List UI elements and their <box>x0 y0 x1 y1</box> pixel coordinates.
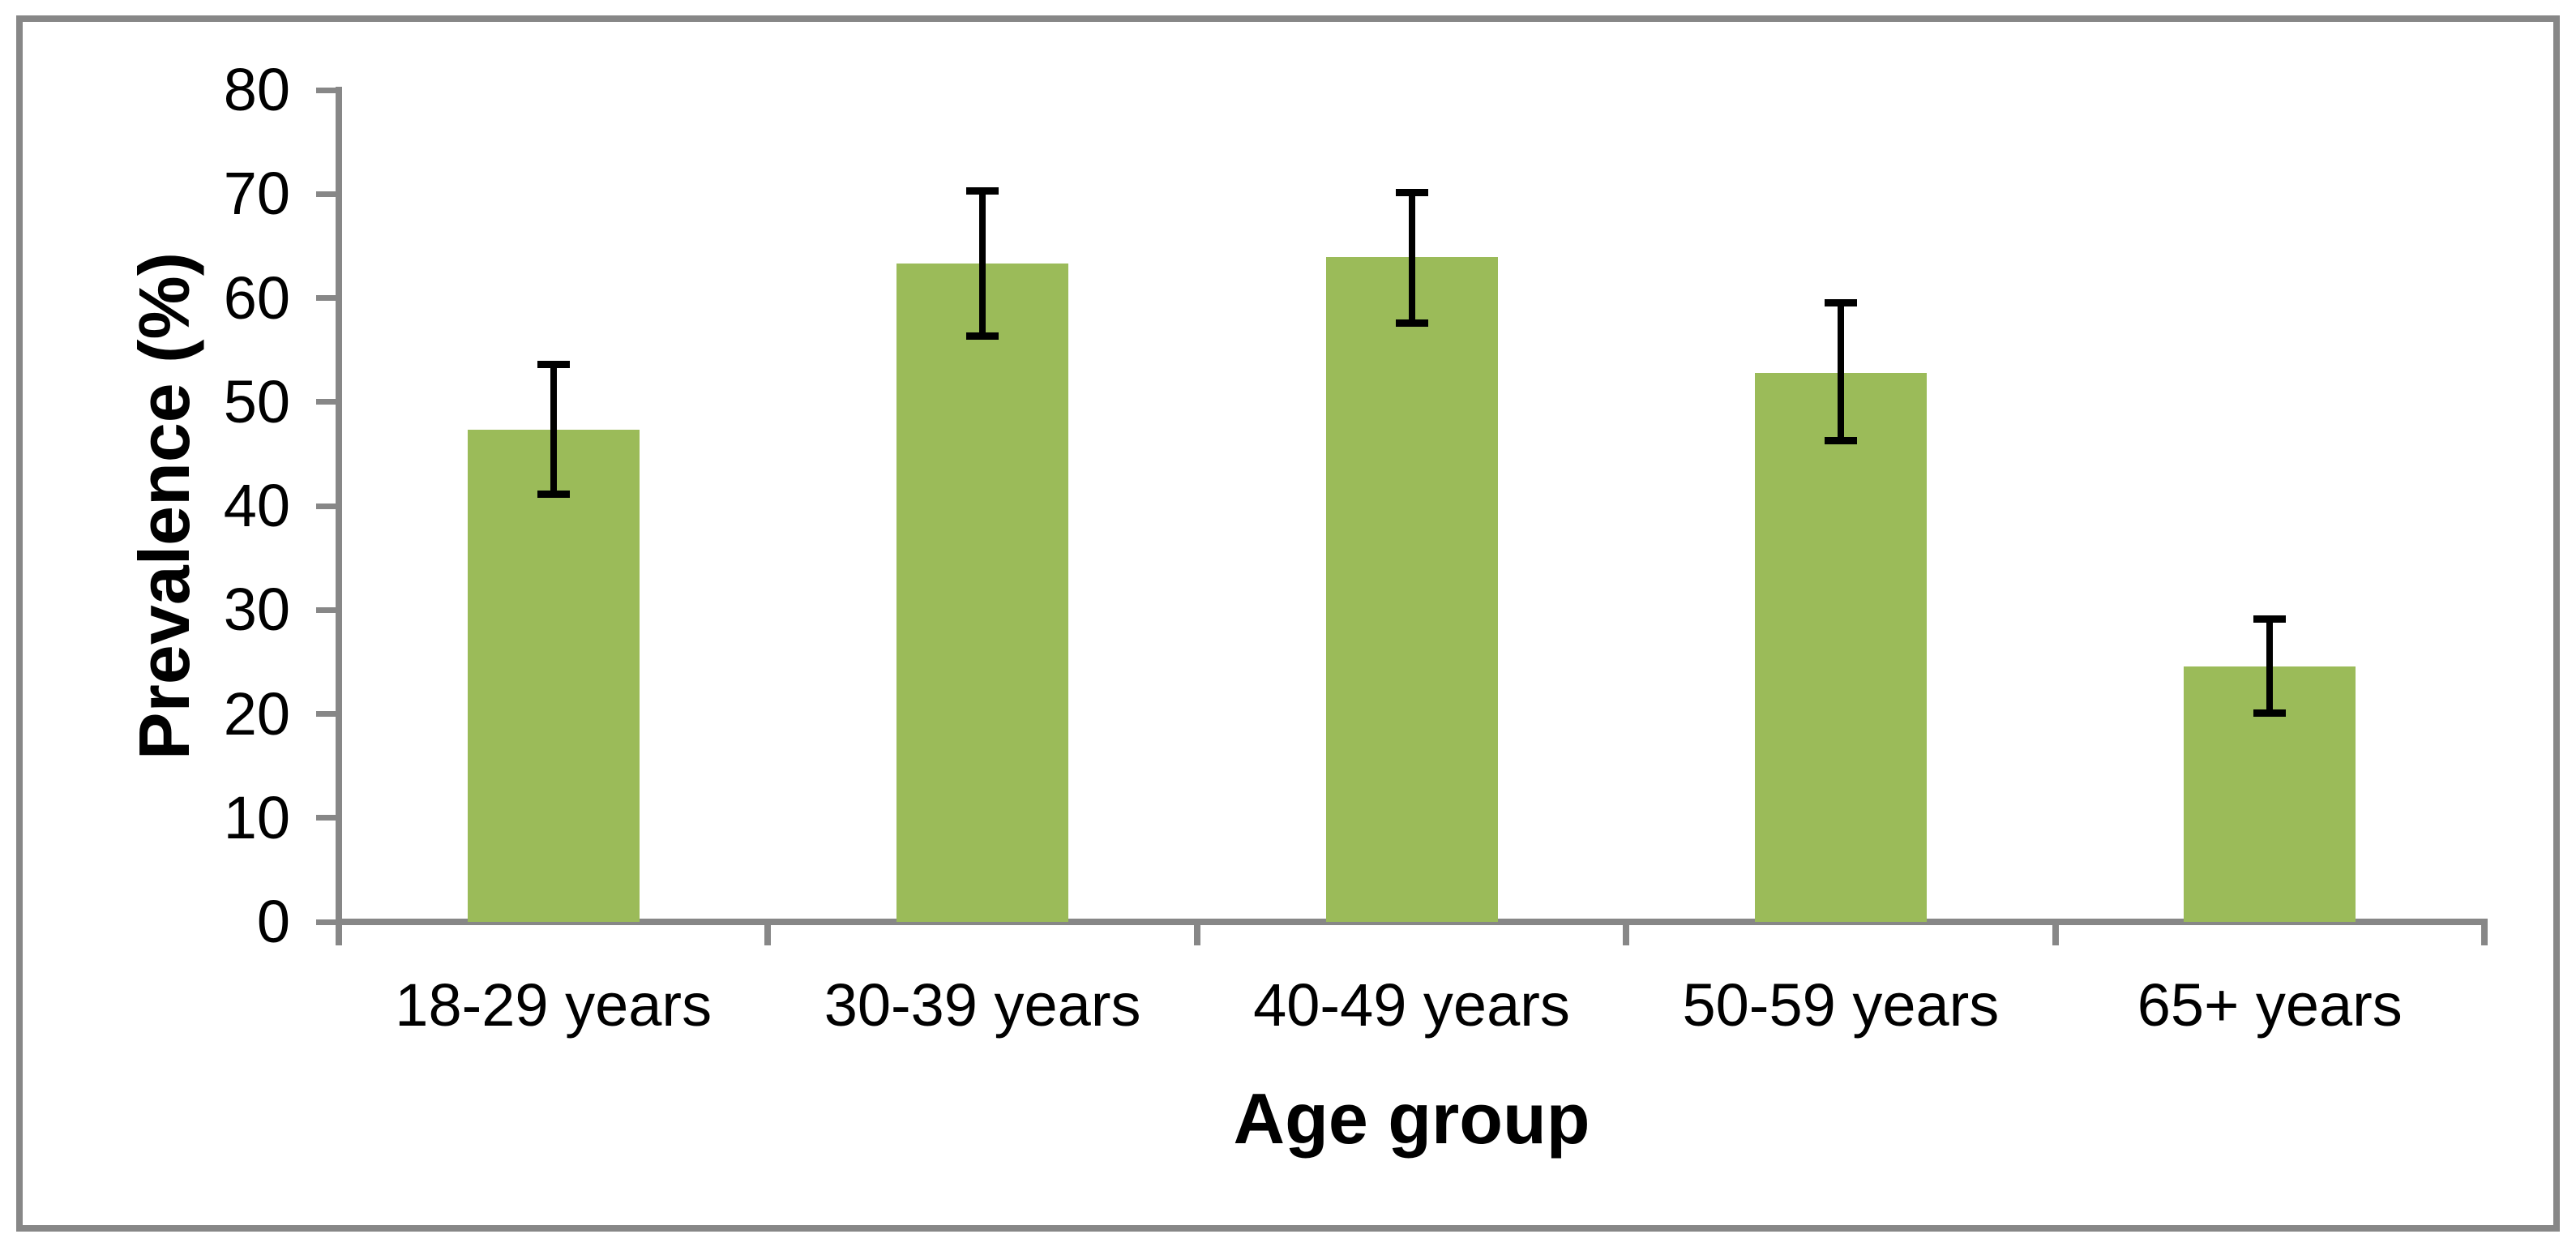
y-tick-mark <box>316 503 339 509</box>
x-tick-mark <box>764 919 772 945</box>
bar-18-29-years <box>467 430 640 922</box>
y-tick-mark <box>316 191 339 197</box>
y-tick-mark <box>316 87 339 93</box>
x-tick-label: 65+ years <box>2137 971 2403 1039</box>
y-tick-label: 10 <box>223 783 290 851</box>
error-bar-line <box>1408 192 1415 324</box>
x-axis-title: Age group <box>1233 1078 1590 1159</box>
y-tick-label: 40 <box>223 472 290 539</box>
y-tick-label: 70 <box>223 160 290 228</box>
y-tick-label: 50 <box>223 367 290 435</box>
y-axis-line <box>336 87 342 945</box>
error-bar-line <box>1837 302 1844 441</box>
y-tick-mark <box>316 295 339 301</box>
y-tick-mark <box>316 711 339 717</box>
x-tick-label: 40-49 years <box>1253 971 1570 1039</box>
y-tick-label: 80 <box>223 56 290 123</box>
y-tick-mark <box>316 919 339 925</box>
x-axis-line <box>336 919 2488 925</box>
error-bar-cap-top <box>2253 615 2287 624</box>
y-tick-label: 20 <box>223 679 290 748</box>
y-tick-label: 60 <box>223 264 290 332</box>
x-tick-mark <box>1623 919 1630 945</box>
y-tick-label: 0 <box>256 888 290 955</box>
x-tick-mark <box>336 919 342 945</box>
error-bar-cap-bottom <box>1395 319 1428 327</box>
error-bar-cap-bottom <box>537 491 570 499</box>
y-tick-label: 30 <box>223 576 290 644</box>
bar-40-49-years <box>1325 257 1498 922</box>
error-bar-cap-bottom <box>1824 436 1857 444</box>
x-tick-label: 18-29 years <box>395 971 712 1039</box>
x-tick-label: 50-59 years <box>1682 971 2000 1039</box>
error-bar-cap-top <box>1824 299 1857 307</box>
error-bar-cap-top <box>966 186 999 195</box>
error-bar-cap-bottom <box>966 332 999 341</box>
bar-30-39-years <box>896 264 1069 922</box>
error-bar-line <box>550 364 557 495</box>
x-tick-mark <box>2052 919 2059 945</box>
x-tick-label: 30-39 years <box>824 971 1141 1039</box>
y-tick-mark <box>316 399 339 405</box>
error-bar-cap-top <box>1395 189 1428 197</box>
y-tick-mark <box>316 815 339 821</box>
chart-frame <box>16 15 2560 1232</box>
error-bar-line <box>2266 619 2274 713</box>
y-axis-title: Prevalence (%) <box>124 251 204 761</box>
x-tick-mark <box>2481 919 2488 945</box>
bar-50-59-years <box>1754 372 1927 922</box>
error-bar-cap-top <box>537 361 570 369</box>
y-tick-mark <box>316 606 339 613</box>
error-bar-cap-bottom <box>2253 709 2287 717</box>
error-bar-line <box>979 191 986 336</box>
x-tick-mark <box>1193 919 1200 945</box>
